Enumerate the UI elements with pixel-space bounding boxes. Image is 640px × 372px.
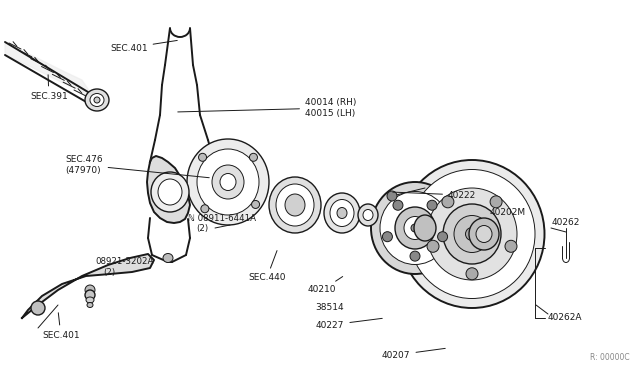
Ellipse shape (476, 225, 492, 243)
Ellipse shape (252, 201, 260, 208)
Ellipse shape (158, 179, 182, 205)
Circle shape (410, 251, 420, 261)
Ellipse shape (358, 204, 378, 226)
Text: 40262A: 40262A (548, 314, 582, 323)
Circle shape (427, 200, 437, 210)
Circle shape (442, 196, 454, 208)
Circle shape (85, 285, 95, 295)
Ellipse shape (324, 193, 360, 233)
Polygon shape (5, 42, 90, 103)
Ellipse shape (465, 228, 479, 241)
Text: 08921-3202A: 08921-3202A (95, 257, 154, 266)
Polygon shape (22, 254, 154, 318)
Ellipse shape (395, 207, 435, 249)
Ellipse shape (371, 182, 459, 274)
Ellipse shape (85, 290, 95, 300)
Circle shape (490, 196, 502, 208)
Circle shape (387, 191, 397, 201)
Ellipse shape (443, 204, 501, 264)
Circle shape (427, 240, 439, 252)
Circle shape (393, 200, 403, 210)
Ellipse shape (285, 194, 305, 216)
Text: SEC.476
(47970): SEC.476 (47970) (65, 155, 209, 178)
Text: 40262: 40262 (552, 218, 580, 227)
Circle shape (31, 301, 45, 315)
Text: ℕ 08911-6441A: ℕ 08911-6441A (188, 214, 256, 222)
Text: 38514: 38514 (315, 304, 344, 312)
Ellipse shape (363, 209, 373, 221)
Ellipse shape (163, 253, 173, 263)
Ellipse shape (198, 153, 207, 161)
Ellipse shape (151, 172, 189, 212)
Ellipse shape (212, 165, 244, 199)
Circle shape (383, 232, 392, 242)
Ellipse shape (469, 218, 499, 250)
Ellipse shape (380, 192, 450, 264)
Ellipse shape (409, 170, 535, 298)
Text: (2): (2) (196, 224, 208, 232)
Ellipse shape (197, 149, 259, 215)
Ellipse shape (269, 177, 321, 233)
Circle shape (466, 268, 478, 280)
Ellipse shape (414, 215, 436, 241)
Text: SEC.391: SEC.391 (30, 75, 68, 100)
Text: 40227: 40227 (316, 318, 382, 330)
Ellipse shape (87, 302, 93, 308)
Ellipse shape (85, 89, 109, 111)
Ellipse shape (201, 205, 209, 213)
Text: (2): (2) (103, 267, 115, 276)
Text: R: 00000C: R: 00000C (590, 353, 630, 362)
Ellipse shape (337, 208, 347, 218)
Text: SEC.401: SEC.401 (110, 41, 177, 52)
Ellipse shape (427, 188, 517, 280)
Ellipse shape (220, 173, 236, 190)
Text: 40014 (RH)
40015 (LH): 40014 (RH) 40015 (LH) (178, 98, 356, 118)
Ellipse shape (86, 297, 94, 303)
Ellipse shape (404, 217, 426, 240)
Polygon shape (147, 156, 190, 223)
Ellipse shape (250, 153, 257, 161)
Text: SEC.401: SEC.401 (42, 313, 79, 340)
Ellipse shape (90, 93, 104, 106)
Text: 40222: 40222 (393, 190, 476, 199)
Ellipse shape (94, 97, 100, 103)
Ellipse shape (276, 184, 314, 226)
Ellipse shape (411, 224, 419, 232)
Circle shape (505, 240, 517, 252)
Ellipse shape (187, 139, 269, 225)
Ellipse shape (399, 160, 545, 308)
Text: 40210: 40210 (308, 276, 342, 295)
Circle shape (438, 232, 447, 242)
Text: 40202M: 40202M (490, 208, 526, 217)
Ellipse shape (330, 199, 354, 227)
Ellipse shape (454, 215, 490, 253)
Text: SEC.440: SEC.440 (248, 251, 285, 282)
Text: 40207: 40207 (382, 348, 445, 359)
